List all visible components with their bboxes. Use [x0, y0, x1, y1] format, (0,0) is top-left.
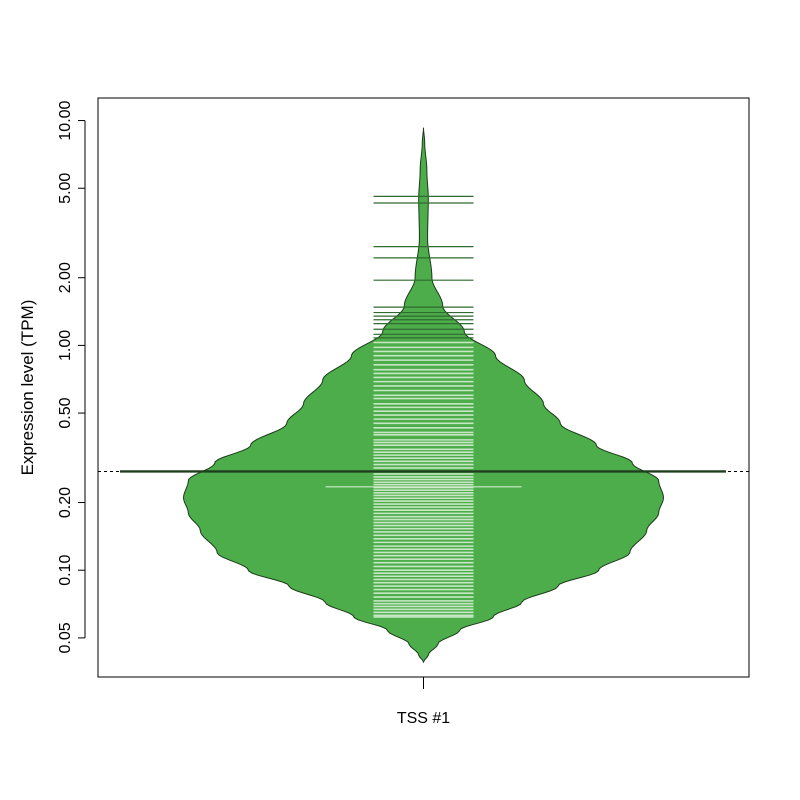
y-tick-label: 1.00: [57, 330, 74, 361]
observation-lines: [373, 195, 474, 618]
y-tick-label: 0.50: [57, 397, 74, 428]
y-tick-label: 0.10: [57, 555, 74, 586]
x-tick-label: TSS #1: [397, 710, 450, 727]
y-tick-label: 5.00: [57, 173, 74, 204]
y-tick-label: 0.20: [57, 487, 74, 518]
y-tick-label: 0.05: [57, 622, 74, 653]
y-axis-title: Expression level (TPM): [18, 300, 37, 476]
y-tick-label: 10.00: [57, 100, 74, 140]
x-axis: TSS #1: [397, 677, 450, 727]
y-tick-label: 2.00: [57, 262, 74, 293]
y-axis: 0.05 0.10 0.20 0.50 1.00 2.00 5.00 10.00: [57, 100, 86, 653]
average-lines: [98, 470, 749, 488]
